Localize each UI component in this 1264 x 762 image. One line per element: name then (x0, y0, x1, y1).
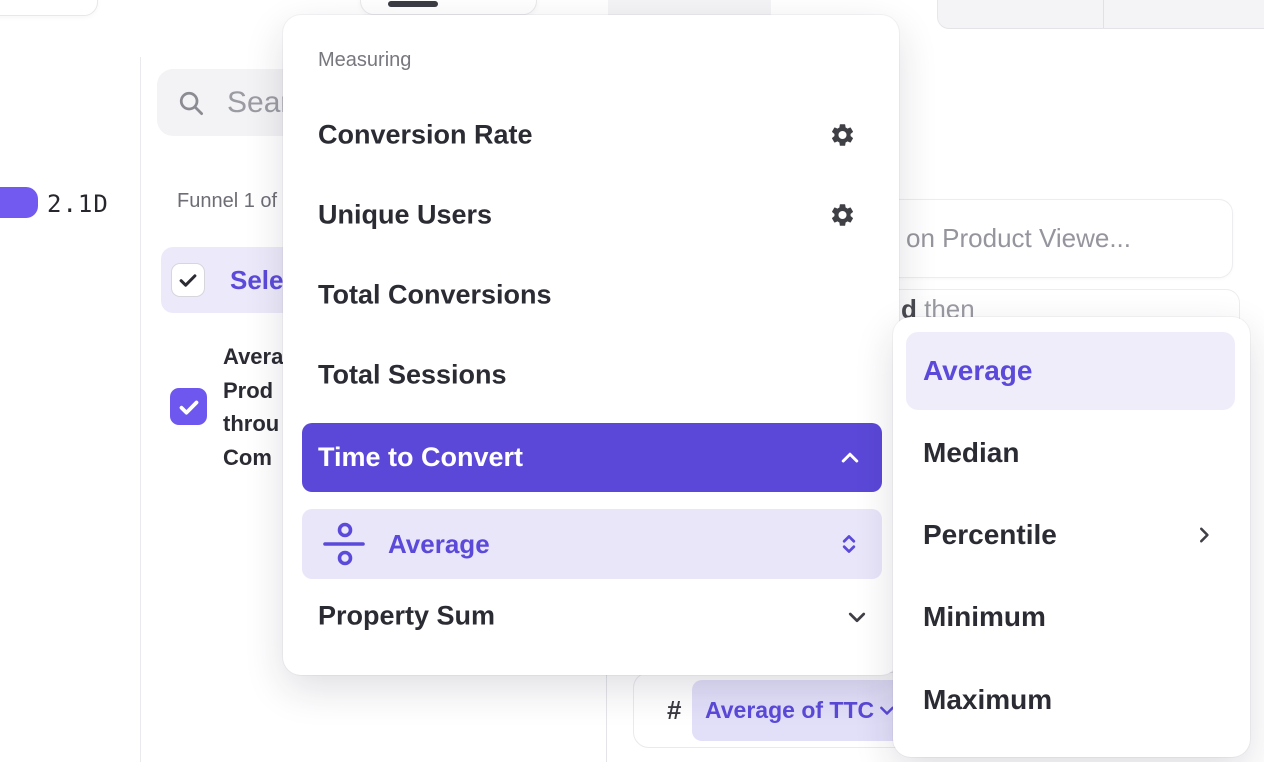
aggregation-menu: Average Median Percentile Minimum Maximu… (893, 317, 1250, 757)
checkmark-icon (179, 400, 198, 415)
search-placeholder: Sear (227, 85, 291, 119)
chevron-down-icon (848, 612, 866, 623)
menu-item-unique-users[interactable]: Unique Users (318, 199, 493, 230)
checkmark-icon (179, 274, 197, 287)
menu-section-header: Measuring (318, 49, 412, 71)
step-description-line: Prod (223, 377, 274, 403)
number-type-icon: # (667, 694, 682, 725)
step-description-line: Com (223, 444, 272, 470)
gear-icon[interactable] (829, 202, 856, 229)
menu-item-time-to-convert[interactable]: Time to Convert (302, 423, 882, 492)
measuring-menu: Measuring Conversion Rate Unique Users T… (283, 15, 899, 675)
left-panel-divider (140, 57, 141, 762)
funnel-chart-icon (388, 1, 438, 7)
top-left-card-fragment (0, 0, 98, 16)
average-aggregate-icon (323, 522, 365, 566)
chart-value-label: 2.1D (47, 190, 109, 218)
step-checkbox[interactable] (171, 263, 205, 297)
agg-item-minimum[interactable]: Minimum (923, 601, 1046, 632)
top-right-toolbar-fragment[interactable] (937, 0, 1264, 29)
menu-item-total-sessions[interactable]: Total Sessions (318, 359, 507, 390)
menu-item-property-sum[interactable]: Property Sum (318, 600, 496, 631)
search-input[interactable]: Sear (157, 69, 307, 136)
agg-item-median[interactable]: Median (923, 437, 1020, 468)
step-description-line: Avera (223, 344, 284, 369)
agg-item-average-highlight[interactable] (906, 332, 1235, 410)
chevron-down-icon (880, 706, 894, 715)
step-description: Avera Prod throu Com (223, 340, 293, 474)
funnel-step-label: Funnel 1 of (177, 190, 278, 212)
up-down-chevrons-icon (842, 535, 856, 553)
metric-selector-label: Average of TTC (705, 697, 875, 723)
event-checkbox[interactable] (170, 388, 207, 425)
toolbar-button-fragment[interactable] (360, 0, 537, 15)
search-icon (179, 91, 203, 115)
menu-item-average-aggregation[interactable]: Average (302, 509, 882, 579)
chart-value-badge (0, 187, 38, 218)
menu-item-total-conversions[interactable]: Total Conversions (318, 279, 552, 310)
menu-item-conversion-rate[interactable]: Conversion Rate (318, 119, 533, 150)
gear-icon[interactable] (829, 122, 856, 149)
metric-selector[interactable]: Average of TTC (692, 680, 907, 741)
chevron-right-icon (1200, 527, 1209, 543)
chevron-up-icon (841, 452, 859, 462)
middle-panel-divider (606, 672, 607, 762)
toolbar-divider (1103, 0, 1104, 28)
step-description-line: throu (223, 411, 280, 436)
event-name: on Product Viewe... (906, 223, 1131, 253)
agg-item-percentile[interactable]: Percentile (923, 519, 1057, 550)
menu-item-label: Time to Convert (318, 442, 524, 472)
menu-item-label: Average (388, 528, 490, 559)
agg-item-average[interactable]: Average (923, 355, 1033, 386)
selected-step-row[interactable]: Selec (161, 247, 298, 313)
agg-item-maximum[interactable]: Maximum (923, 684, 1053, 715)
